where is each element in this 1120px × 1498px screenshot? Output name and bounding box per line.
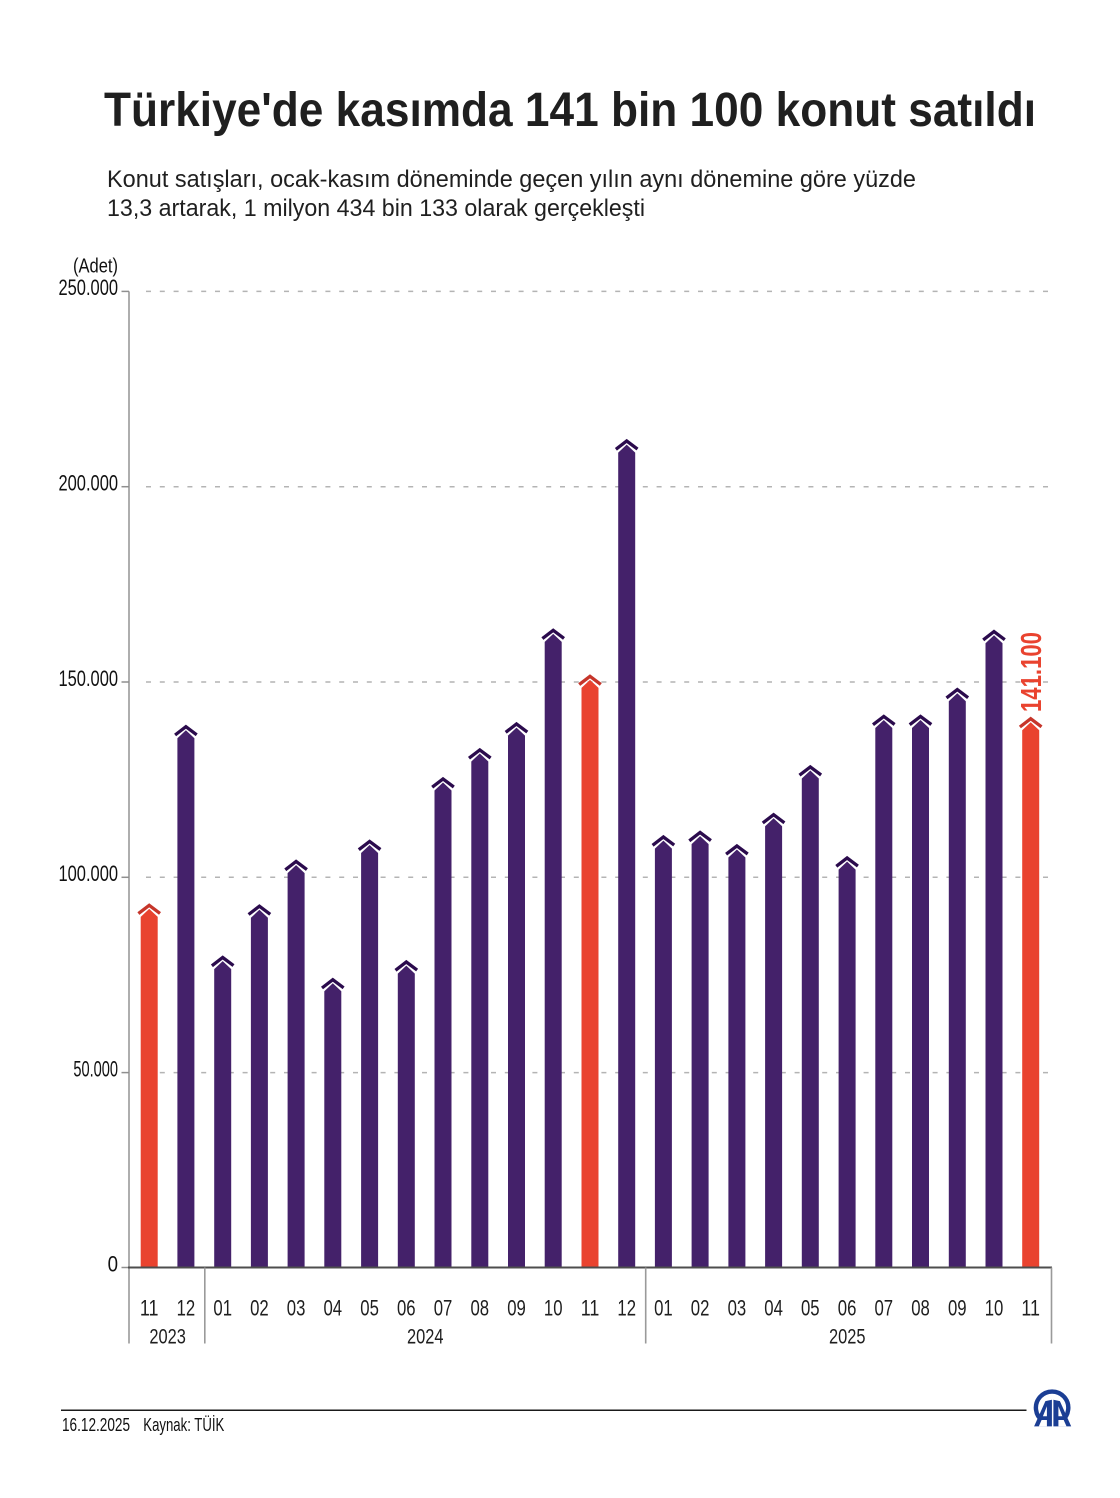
svg-text:12: 12	[177, 1295, 196, 1320]
svg-text:06: 06	[838, 1295, 857, 1320]
svg-text:09: 09	[948, 1295, 967, 1320]
svg-text:11: 11	[581, 1295, 600, 1320]
svg-text:06: 06	[397, 1295, 416, 1320]
svg-text:01: 01	[213, 1295, 232, 1320]
svg-text:08: 08	[911, 1295, 930, 1320]
svg-text:09: 09	[507, 1295, 526, 1320]
svg-text:2025: 2025	[829, 1325, 866, 1348]
svg-text:11: 11	[140, 1295, 159, 1320]
svg-text:12: 12	[617, 1295, 636, 1320]
svg-text:250.000: 250.000	[59, 275, 119, 300]
svg-text:16.12.2025: 16.12.2025	[62, 1414, 130, 1435]
svg-text:01: 01	[654, 1295, 673, 1320]
svg-text:05: 05	[801, 1295, 820, 1320]
svg-text:Kaynak: TÜİK: Kaynak: TÜİK	[143, 1414, 224, 1435]
svg-text:2023: 2023	[149, 1325, 186, 1348]
svg-text:Türkiye'de kasımda 141 bin 100: Türkiye'de kasımda 141 bin 100 konut sat…	[104, 83, 1036, 137]
svg-text:03: 03	[287, 1295, 306, 1320]
svg-text:10: 10	[985, 1295, 1004, 1320]
svg-text:100.000: 100.000	[59, 861, 119, 886]
svg-text:05: 05	[360, 1295, 379, 1320]
svg-text:08: 08	[471, 1295, 490, 1320]
svg-text:141.100: 141.100	[1016, 632, 1048, 712]
svg-text:11: 11	[1021, 1295, 1040, 1320]
svg-text:150.000: 150.000	[59, 666, 119, 691]
svg-text:04: 04	[764, 1295, 783, 1320]
svg-text:07: 07	[434, 1295, 453, 1320]
svg-text:04: 04	[324, 1295, 343, 1320]
svg-text:(Adet): (Adet)	[73, 256, 118, 278]
svg-text:200.000: 200.000	[59, 471, 119, 496]
svg-text:0: 0	[108, 1251, 118, 1276]
svg-text:2024: 2024	[407, 1325, 444, 1348]
svg-text:Konut satışları, ocak-kasım dö: Konut satışları, ocak-kasım döneminde ge…	[107, 166, 916, 193]
svg-text:02: 02	[691, 1295, 710, 1320]
svg-text:02: 02	[250, 1295, 269, 1320]
svg-text:03: 03	[728, 1295, 747, 1320]
svg-text:07: 07	[875, 1295, 894, 1320]
svg-text:10: 10	[544, 1295, 563, 1320]
svg-text:13,3 artarak, 1 milyon 434 bin: 13,3 artarak, 1 milyon 434 bin 133 olara…	[107, 195, 645, 222]
svg-text:50.000: 50.000	[73, 1056, 118, 1081]
